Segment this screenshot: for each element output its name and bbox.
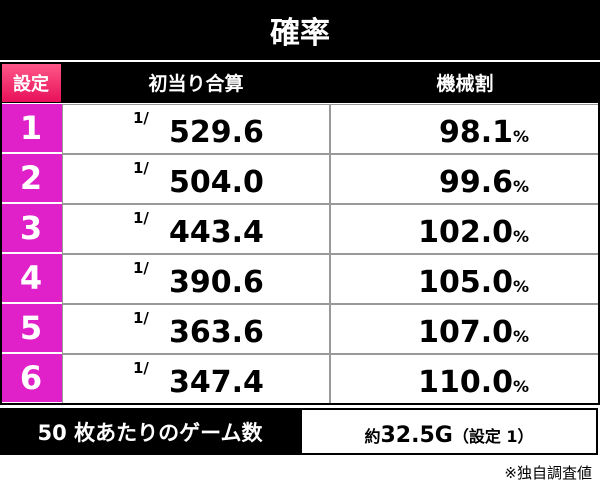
- footer-label: 50 枚あたりのゲーム数: [0, 408, 300, 455]
- probability-value: 363.6: [169, 315, 264, 350]
- fraction-prefix: 1/: [133, 359, 149, 377]
- payout-value: 99.6: [438, 165, 513, 200]
- fraction-prefix: 1/: [133, 209, 149, 227]
- probability-value: 347.4: [169, 365, 264, 400]
- note: ※独自調査値: [504, 463, 592, 482]
- percent-unit: %: [512, 227, 529, 246]
- fraction-prefix: 1/: [133, 309, 149, 327]
- probability-cell: 1/390.6: [62, 254, 330, 304]
- header-probability: 初当り合算: [62, 62, 330, 103]
- title: 確率: [0, 0, 600, 60]
- setting-cell: 1: [0, 104, 62, 154]
- header-payout: 機械割: [330, 62, 600, 103]
- footer-number: 32.5G: [380, 423, 453, 448]
- payout-value: 105.0: [418, 265, 513, 300]
- payout-cell: 99.6%: [330, 154, 600, 204]
- footer-value: 約 32.5G （設定 1）: [300, 408, 598, 455]
- probability-cell: 1/504.0: [62, 154, 330, 204]
- probability-value: 504.0: [169, 165, 264, 200]
- setting-cell: 5: [0, 304, 62, 354]
- payout-value: 102.0: [418, 215, 513, 250]
- setting-cell: 4: [0, 254, 62, 304]
- payout-value: 107.0: [418, 315, 513, 350]
- probability-cell: 1/347.4: [62, 354, 330, 404]
- setting-cell: 3: [0, 204, 62, 254]
- percent-unit: %: [512, 177, 529, 196]
- payout-cell: 98.1%: [330, 104, 600, 154]
- footer-prefix: 約: [364, 427, 381, 446]
- payout-cell: 110.0%: [330, 354, 600, 404]
- percent-unit: %: [512, 327, 529, 346]
- percent-unit: %: [512, 127, 529, 146]
- payout-cell: 102.0%: [330, 204, 600, 254]
- payout-value: 98.1: [438, 115, 513, 150]
- footer-suffix: （設定 1）: [452, 427, 534, 446]
- probability-value: 529.6: [169, 115, 264, 150]
- probability-cell: 1/363.6: [62, 304, 330, 354]
- payout-cell: 105.0%: [330, 254, 600, 304]
- probability-cell: 1/443.4: [62, 204, 330, 254]
- percent-unit: %: [512, 377, 529, 396]
- fraction-prefix: 1/: [133, 259, 149, 277]
- probability-cell: 1/529.6: [62, 104, 330, 154]
- setting-cell: 6: [0, 354, 62, 404]
- percent-unit: %: [512, 277, 529, 296]
- probability-value: 443.4: [169, 215, 264, 250]
- header-setting: 設定: [0, 62, 62, 103]
- fraction-prefix: 1/: [133, 159, 149, 177]
- payout-cell: 107.0%: [330, 304, 600, 354]
- fraction-prefix: 1/: [133, 109, 149, 127]
- setting-cell: 2: [0, 154, 62, 204]
- probability-value: 390.6: [169, 265, 264, 300]
- payout-value: 110.0: [418, 365, 513, 400]
